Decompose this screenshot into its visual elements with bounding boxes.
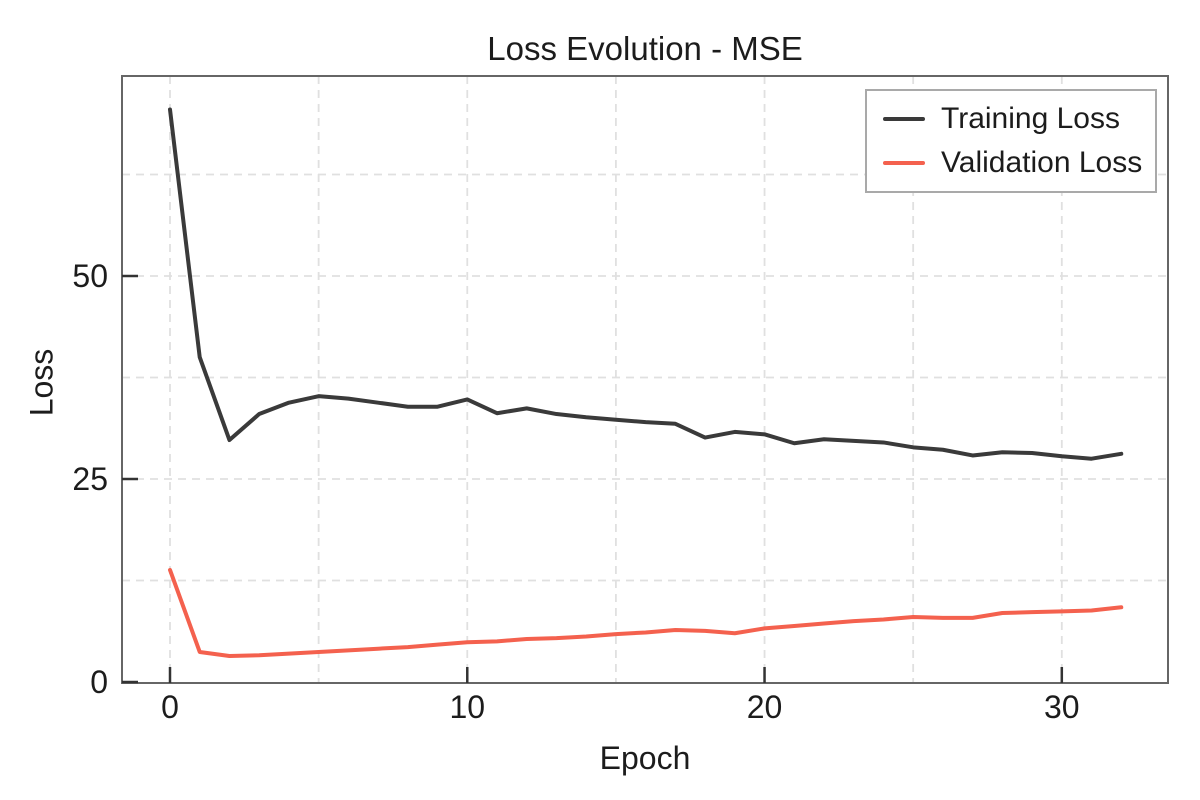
plot-border: [121, 75, 1169, 684]
y-tick-label: 0: [90, 664, 108, 700]
x-tick-label: 10: [449, 689, 485, 725]
y-axis-label: Loss: [23, 348, 60, 417]
legend-label-training: Training Loss: [941, 102, 1120, 135]
legend-entry-training: Training Loss: [883, 102, 1139, 136]
training-loss-line: [168, 107, 1124, 461]
training-loss-swatch: [883, 117, 925, 121]
x-tick-label: 20: [747, 689, 783, 725]
chart-title: Loss Evolution - MSE: [487, 30, 803, 67]
validation-loss-swatch: [883, 161, 925, 165]
y-tick-label: 50: [72, 258, 108, 294]
x-tick-label: 0: [161, 689, 179, 725]
x-tick-label: 30: [1044, 689, 1080, 725]
legend: Training Loss Validation Loss: [865, 89, 1157, 193]
validation-loss-line: [168, 567, 1124, 659]
y-tick-label: 25: [72, 461, 108, 497]
legend-label-validation: Validation Loss: [941, 146, 1143, 179]
x-axis-label: Epoch: [599, 740, 691, 776]
legend-entry-validation: Validation Loss: [883, 146, 1143, 180]
